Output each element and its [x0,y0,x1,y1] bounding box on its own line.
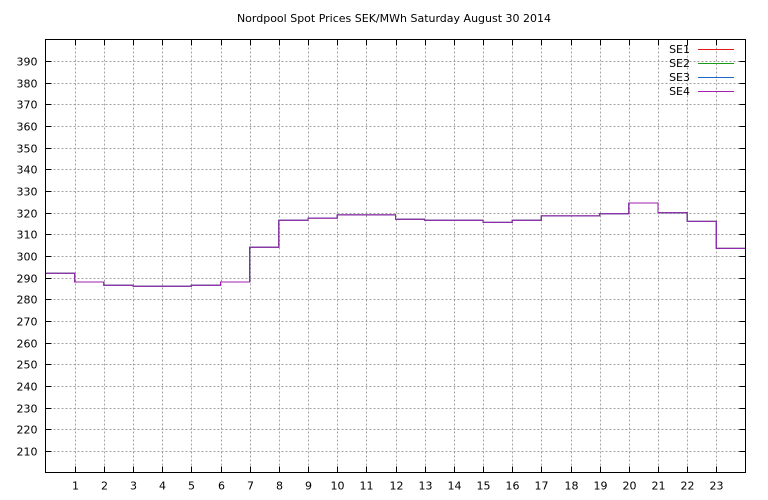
y-tick-label: 340 [17,164,38,177]
y-tick-label: 310 [17,229,38,242]
series-line-se4 [45,202,746,287]
y-tick-label: 380 [17,78,38,91]
x-tick-label: 18 [565,480,579,493]
x-tick-label: 19 [594,480,608,493]
y-tick-label: 320 [17,208,38,221]
x-tick-label: 15 [477,480,491,493]
legend-label: SE1 [669,43,690,56]
y-tick-label: 280 [17,294,38,307]
x-axis-ticks: 1 2 3 4 5 6 7 8 9 10 11 12 13 14 15 16 17 18 19 20 21 22 23 [72,39,724,493]
y-tick-label: 360 [17,121,38,134]
x-tick-label: 9 [305,480,312,493]
y-tick-label: 230 [17,403,38,416]
y-axis-ticks: 210 220 230 240 250 260 270 280 290 300 310 320 330 3… [17,56,746,459]
x-tick-label: 5 [188,480,195,493]
x-tick-label: 17 [535,480,549,493]
x-tick-label: 22 [681,480,695,493]
y-tick-label: 210 [17,446,38,459]
chart-title: Nordpool Spot Prices SEK/MWh Saturday Au… [237,12,551,25]
x-tick-label: 16 [506,480,520,493]
x-tick-label: 14 [448,480,462,493]
y-tick-label: 300 [17,251,38,264]
y-tick-label: 370 [17,99,38,112]
x-tick-label: 10 [331,480,345,493]
x-tick-label: 21 [652,480,666,493]
x-tick-label: 6 [218,480,225,493]
y-tick-label: 250 [17,359,38,372]
plot-border [45,39,746,473]
y-tick-label: 390 [17,56,38,69]
x-tick-label: 20 [623,480,637,493]
x-tick-label: 13 [419,480,433,493]
legend-label: SE3 [669,71,690,84]
y-tick-label: 260 [17,338,38,351]
x-tick-label: 3 [130,480,137,493]
y-tick-label: 350 [17,143,38,156]
y-tick-label: 290 [17,273,38,286]
y-tick-label: 240 [17,381,38,394]
y-tick-label: 220 [17,424,38,437]
y-tick-label: 330 [17,186,38,199]
x-tick-label: 8 [276,480,283,493]
x-tick-label: 2 [101,480,108,493]
x-tick-label: 12 [390,480,404,493]
series-lines [45,202,746,287]
x-tick-label: 4 [159,480,166,493]
legend-label: SE4 [669,85,690,98]
x-tick-label: 1 [72,480,79,493]
x-tick-label: 23 [710,480,724,493]
x-tick-label: 7 [247,480,254,493]
grid [45,39,746,473]
x-tick-label: 11 [360,480,374,493]
legend-label: SE2 [669,57,690,70]
y-tick-label: 270 [17,316,38,329]
